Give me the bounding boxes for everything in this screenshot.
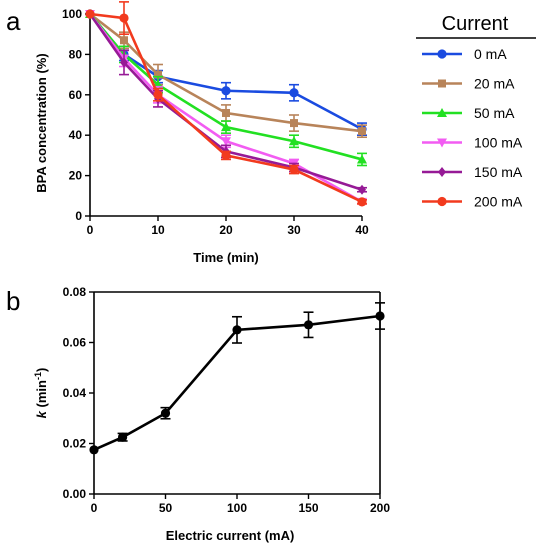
series-20-ma-point <box>222 108 230 117</box>
series-0-ma-point <box>289 88 299 98</box>
series-rate-constant-point <box>118 432 128 442</box>
legend-marker-100-ma <box>437 138 447 148</box>
legend-marker-20-ma <box>438 79 446 88</box>
chart-a-x-tick-label: 20 <box>219 223 233 237</box>
chart-b-y-tick-label: 0.00 <box>63 487 87 501</box>
legend-label-200-ma: 200 mA <box>474 194 523 210</box>
series-20-ma-line <box>89 12 363 133</box>
series-rate-constant-point <box>303 320 314 330</box>
chart-b-y-tick-label: 0.04 <box>63 386 87 400</box>
legend-label-20-ma: 20 mA <box>474 76 515 92</box>
legend-label-50-ma: 50 mA <box>474 105 515 121</box>
series-50-ma-line <box>89 13 363 161</box>
chart-b-y-tick-label: 0.08 <box>63 285 87 299</box>
chart-a-x-tick-label: 10 <box>151 223 165 237</box>
legend-label-0-ma: 0 mA <box>474 46 507 62</box>
series-150-ma-point <box>358 184 366 195</box>
legend-marker-50-ma <box>437 108 447 117</box>
chart-b-rate-constant: Electric current (mA) k (min-1) 0 50 100 15… <box>33 285 390 543</box>
series-200-ma-line <box>89 12 363 204</box>
legend-title: Current <box>442 13 509 35</box>
series-rate-constant-point <box>232 325 242 335</box>
series-20-ma-point <box>358 127 366 136</box>
legend-marker-200-ma <box>437 196 447 207</box>
chart-a-x-tick-label: 40 <box>355 223 369 237</box>
chart-a-y-tick-label: 60 <box>69 88 83 102</box>
chart-b-y-tick-label: 0.02 <box>63 437 87 451</box>
series-20-ma-point <box>290 119 298 128</box>
chart-a-y-tick-label: 0 <box>75 209 82 223</box>
series-0-ma-point <box>221 86 231 96</box>
series-100-ma-point <box>221 137 231 147</box>
chart-b-y-tick-label: 0.06 <box>63 336 87 350</box>
legend-label-150-ma: 150 mA <box>474 164 523 180</box>
chart-b-x-tick-label: 50 <box>159 501 173 515</box>
series-50-ma-point <box>289 136 299 146</box>
chart-b-y-axis-symbol: k <box>34 410 49 418</box>
chart-b-y-axis-unit-close: ) <box>34 368 49 372</box>
chart-a-x-axis-title: Time (min) <box>193 250 259 265</box>
chart-a-x-tick-label: 30 <box>287 223 301 237</box>
chart-b-y-axis-title: k (min-1) <box>33 368 49 419</box>
chart-b-y-axis-unit-sup: -1 <box>33 372 43 380</box>
series-50-ma-point <box>357 154 367 164</box>
chart-b-x-axis-title: Electric current (mA) <box>166 528 295 543</box>
series-200-ma-point <box>221 150 231 160</box>
chart-b-x-tick-label: 100 <box>227 501 247 515</box>
chart-b-x-tick-label: 0 <box>91 501 98 515</box>
series-200-ma-point <box>85 9 95 19</box>
series-rate-constant-point <box>160 408 171 418</box>
panel-a-letter: a <box>6 6 21 36</box>
chart-a-y-tick-label: 20 <box>69 169 83 183</box>
series-20-ma-point <box>154 70 162 79</box>
legend: 0 mA 20 mA 50 mA 100 mA 150 mA 200 mA <box>416 37 536 210</box>
panel-b-letter: b <box>6 286 20 316</box>
chart-b-x-tick-label: 200 <box>370 501 390 515</box>
series-50-ma-point <box>221 122 231 132</box>
series-200-ma-point <box>119 13 129 23</box>
legend-marker-0-ma <box>437 49 447 59</box>
legend-label-100-ma: 100 mA <box>474 135 523 151</box>
series-150-ma-line <box>88 13 363 191</box>
chart-a-x-tick-label: 0 <box>87 223 94 237</box>
chart-a-y-tick-label: 80 <box>69 47 83 61</box>
series-150-ma-point <box>120 57 128 68</box>
series-rate-constant-point <box>89 445 99 455</box>
chart-a-y-axis-title: BPA concentration (%) <box>34 53 49 192</box>
chart-a-y-tick-label: 100 <box>62 7 82 21</box>
chart-b-y-axis-unit-open: (min <box>34 380 49 408</box>
series-200-ma-point <box>357 197 367 207</box>
series-rate-constant-point <box>375 311 385 321</box>
chart-b-x-tick-label: 150 <box>298 501 318 515</box>
chart-a-y-tick-label: 40 <box>69 128 83 142</box>
series-200-ma-point <box>289 164 299 175</box>
legend-marker-150-ma <box>438 167 446 177</box>
series-20-ma-point <box>120 36 128 45</box>
series-200-ma-point <box>153 90 163 100</box>
chart-a-bpa-concentration: Time (min) BPA concentration (%) Current… <box>34 1 536 265</box>
series-rate-constant-line <box>93 314 381 452</box>
